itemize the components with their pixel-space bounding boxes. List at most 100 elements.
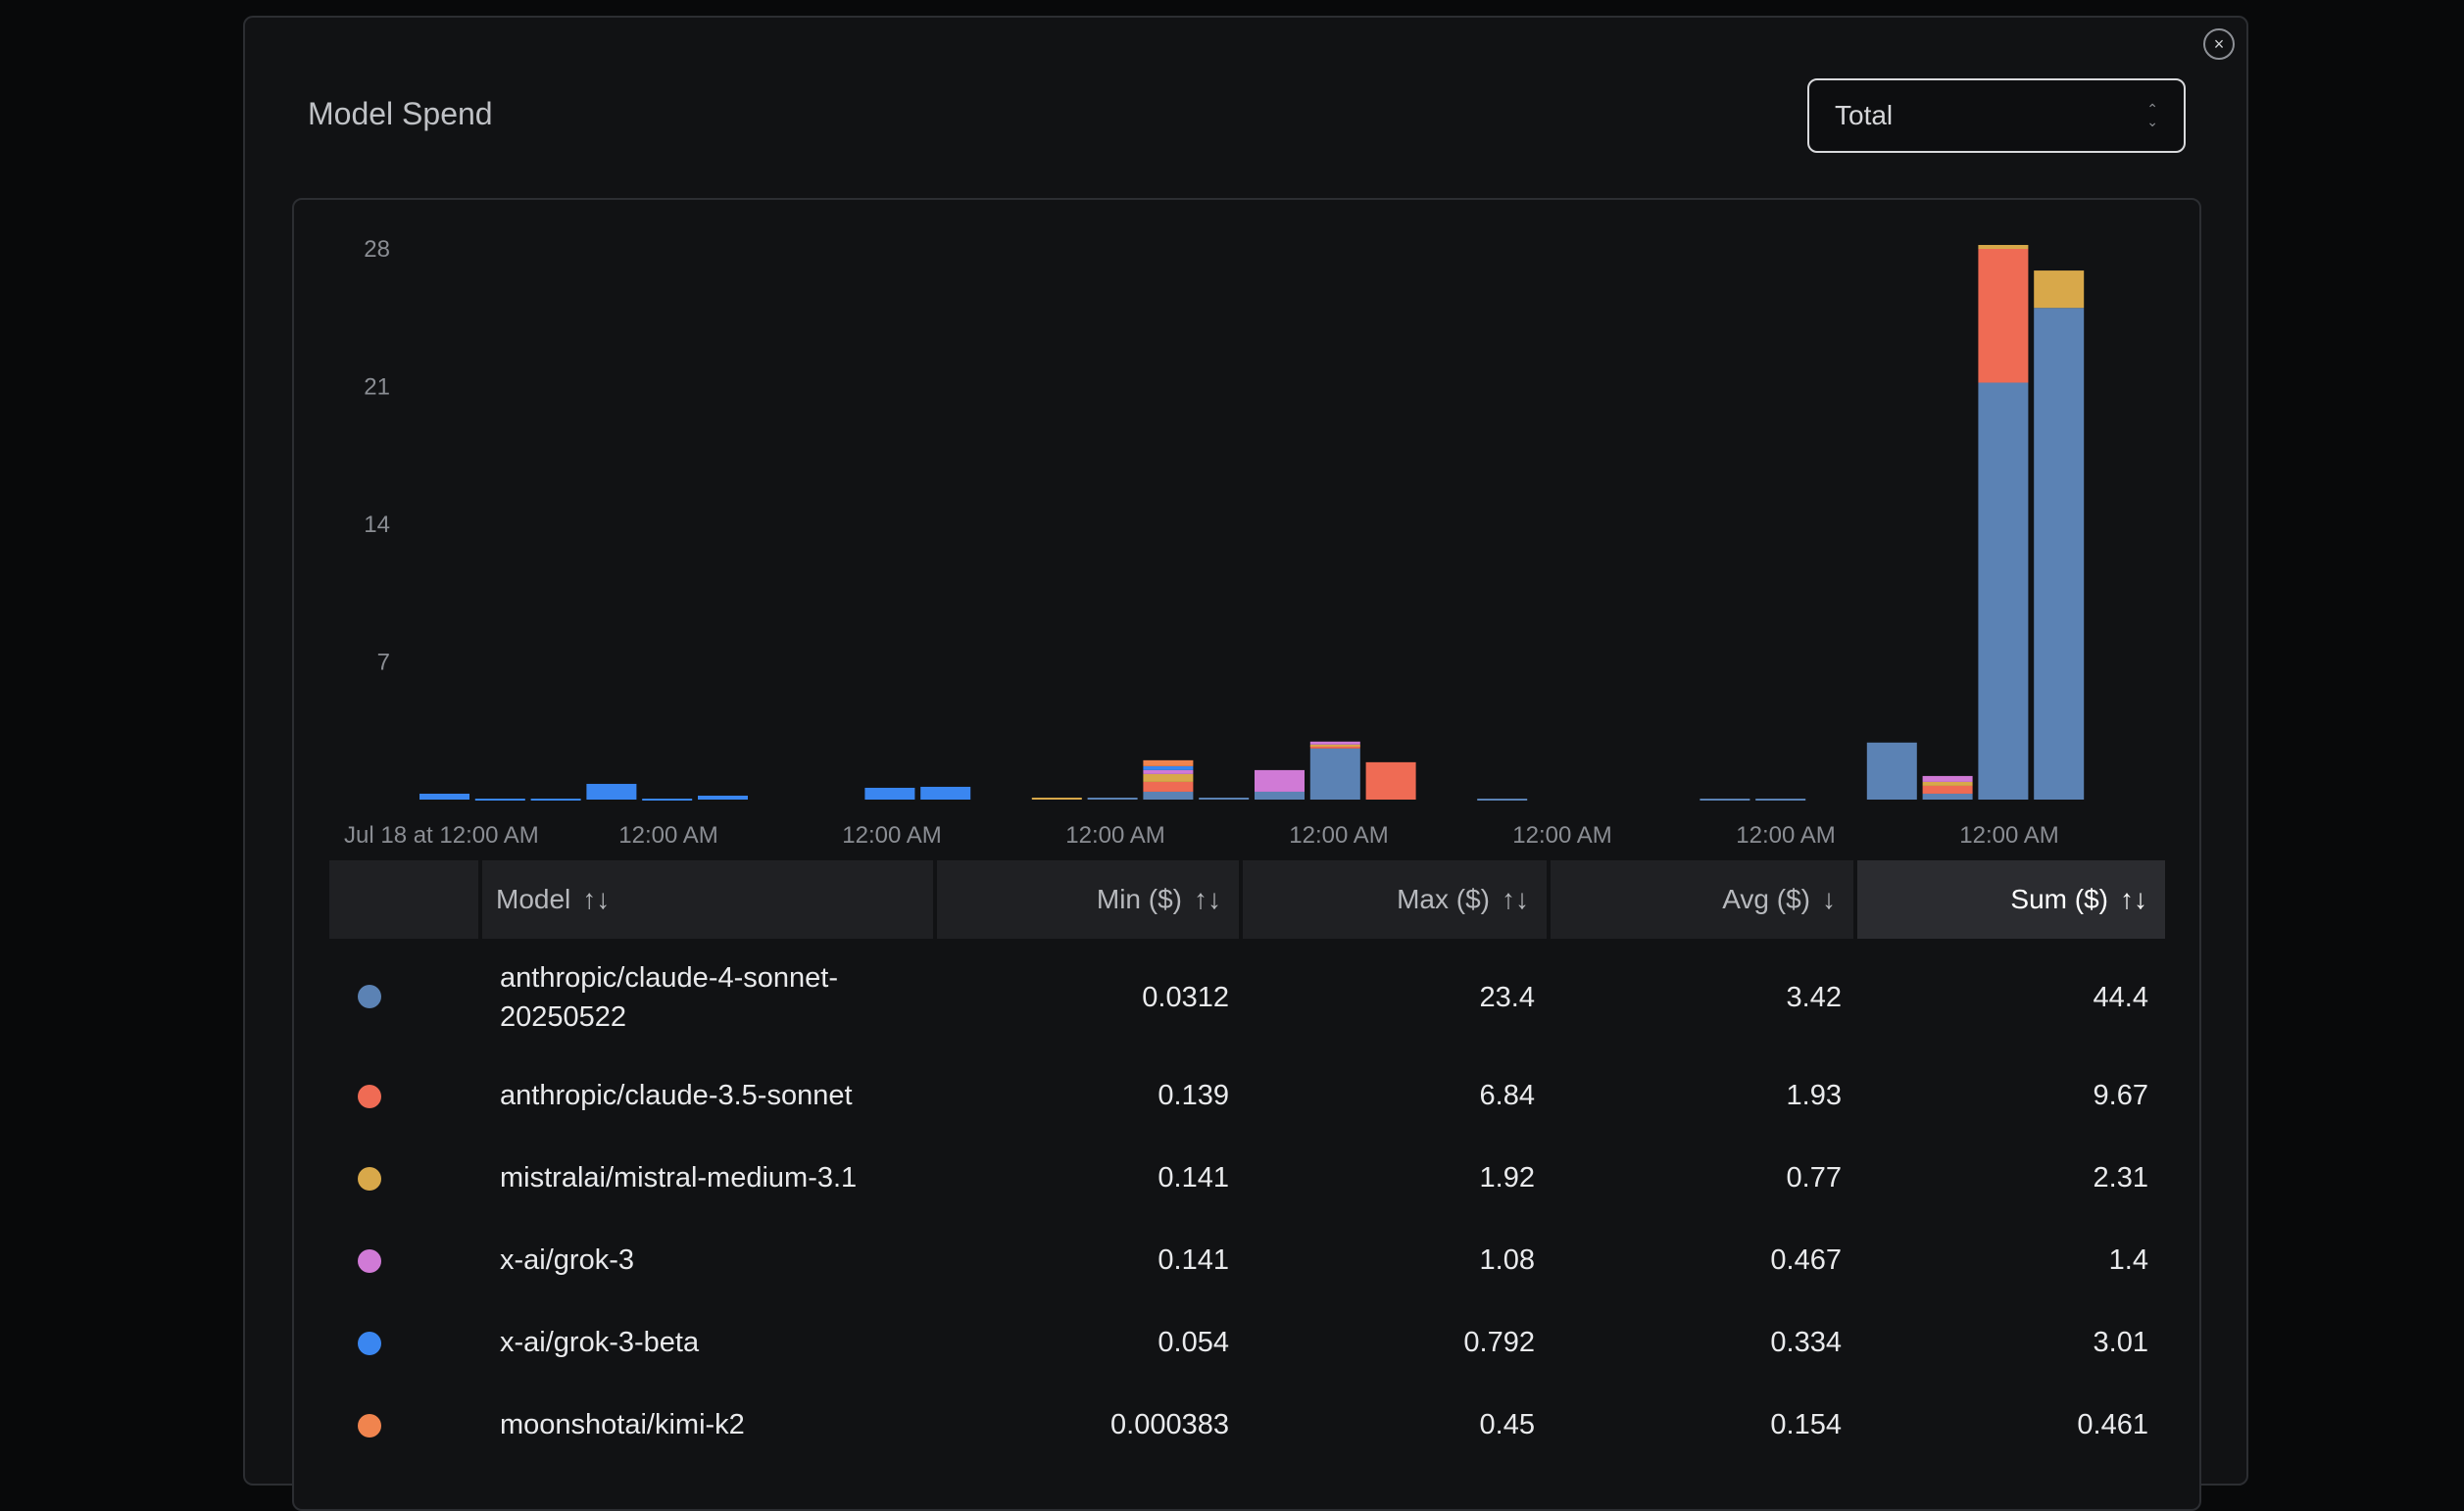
bar-segment[interactable] bbox=[530, 798, 581, 801]
bar-segment[interactable] bbox=[1143, 781, 1194, 792]
column-header-min[interactable]: Min ($) ↑↓ bbox=[937, 860, 1239, 939]
column-header-sum[interactable]: Sum ($) ↑↓ bbox=[1857, 860, 2165, 939]
bar-segment[interactable] bbox=[1309, 748, 1360, 800]
cell-sum: 2.31 bbox=[2093, 1161, 2148, 1194]
cell-max: 23.4 bbox=[1479, 981, 1535, 1013]
column-header-avg-label: Avg ($) bbox=[1722, 884, 1810, 914]
sort-icon[interactable]: ↑↓ bbox=[1194, 884, 1221, 914]
bar-segment[interactable] bbox=[586, 783, 637, 800]
column-header-sum-label: Sum ($) bbox=[2010, 884, 2108, 914]
bar-segment[interactable] bbox=[1199, 797, 1250, 800]
cell-avg: 3.42 bbox=[1786, 981, 1842, 1013]
bar-segment[interactable] bbox=[1087, 797, 1138, 800]
page-title: Model Spend bbox=[308, 96, 493, 131]
aggregation-select[interactable]: Total ⌃ ⌄ bbox=[1807, 78, 2186, 153]
bar-segment[interactable] bbox=[419, 793, 469, 800]
series-color-dot bbox=[358, 1249, 381, 1273]
x-tick-label: 12:00 AM bbox=[1512, 822, 1611, 849]
series-color-dot bbox=[358, 985, 381, 1008]
series-color-dot bbox=[358, 1414, 381, 1438]
table-row[interactable]: anthropic/claude-4-sonnet-20250522 0.0312… bbox=[329, 958, 2165, 1037]
model-name: x-ai/grok-3-beta bbox=[500, 1327, 700, 1358]
y-tick-label: 28 bbox=[364, 236, 390, 263]
bar-segment[interactable] bbox=[2034, 270, 2085, 309]
y-tick-label: 7 bbox=[377, 650, 390, 676]
bar-segment[interactable] bbox=[1755, 798, 1806, 801]
bar-segment[interactable] bbox=[1978, 249, 2029, 383]
bar-segment[interactable] bbox=[1922, 781, 1973, 786]
bar-segment[interactable] bbox=[1978, 382, 2029, 800]
x-tick-label: 12:00 AM bbox=[1065, 822, 1164, 849]
aggregation-select-value: Total bbox=[1835, 100, 1894, 130]
bar-segment[interactable] bbox=[1309, 744, 1360, 747]
bar-segment[interactable] bbox=[1143, 773, 1194, 782]
table-row[interactable]: mistralai/mistral-medium-3.1 0.141 1.92 0.7… bbox=[329, 1137, 2165, 1219]
bar-segment[interactable] bbox=[1143, 769, 1194, 774]
bar-segment[interactable] bbox=[1922, 793, 1973, 800]
cell-sum: 0.461 bbox=[2077, 1408, 2148, 1440]
x-tick-label: 12:00 AM bbox=[618, 822, 717, 849]
cell-max: 1.08 bbox=[1479, 1243, 1535, 1276]
bar-segment[interactable] bbox=[698, 795, 748, 800]
column-header-avg[interactable]: Avg ($) ↓ bbox=[1551, 860, 1853, 939]
cell-min: 0.000383 bbox=[1110, 1408, 1229, 1440]
bar-segment[interactable] bbox=[920, 786, 971, 800]
bar-segment[interactable] bbox=[1143, 765, 1194, 770]
model-name: anthropic/claude-4-sonnet-20250522 bbox=[500, 962, 838, 1033]
model-name: moonshotai/kimi-k2 bbox=[500, 1409, 745, 1440]
sort-icon[interactable]: ↑↓ bbox=[582, 884, 611, 914]
close-icon[interactable]: × bbox=[2203, 28, 2235, 60]
column-header-max-label: Max ($) bbox=[1397, 884, 1490, 914]
model-name: anthropic/claude-3.5-sonnet bbox=[500, 1080, 853, 1111]
x-tick-label: 12:00 AM bbox=[1289, 822, 1388, 849]
bar-segment[interactable] bbox=[1309, 745, 1360, 749]
bar-segment[interactable] bbox=[1255, 791, 1305, 800]
sort-icon[interactable]: ↑↓ bbox=[1502, 884, 1529, 914]
table-row[interactable]: anthropic/claude-3.5-sonnet 0.139 6.84 1.93… bbox=[329, 1054, 2165, 1137]
model-name: x-ai/grok-3 bbox=[500, 1244, 634, 1276]
x-tick-label: 12:00 AM bbox=[842, 822, 941, 849]
cell-max: 6.84 bbox=[1479, 1079, 1535, 1111]
bar-segment[interactable] bbox=[2034, 308, 2085, 800]
column-header-min-label: Min ($) bbox=[1096, 884, 1182, 914]
bar-segment[interactable] bbox=[864, 787, 915, 800]
bar-segment[interactable] bbox=[1031, 797, 1082, 800]
table-row[interactable]: x-ai/grok-3 0.141 1.08 0.467 1.4 bbox=[329, 1219, 2165, 1301]
bar-segment[interactable] bbox=[1922, 785, 1973, 794]
column-header-model-label: Model bbox=[496, 884, 571, 914]
x-tick-label: Jul 18 at 12:00 AM bbox=[344, 822, 539, 849]
bar-segment[interactable] bbox=[1700, 798, 1750, 801]
column-header-color bbox=[329, 860, 478, 939]
bar-segment[interactable] bbox=[1978, 244, 2029, 249]
bar-segment[interactable] bbox=[1477, 798, 1528, 801]
cell-sum: 3.01 bbox=[2093, 1326, 2148, 1358]
cell-min: 0.0312 bbox=[1142, 981, 1229, 1013]
cell-sum: 1.4 bbox=[2108, 1243, 2148, 1276]
series-color-dot bbox=[358, 1085, 381, 1108]
bar-segment[interactable] bbox=[642, 798, 693, 801]
bar-segment[interactable] bbox=[1143, 791, 1194, 800]
table-row[interactable]: moonshotai/kimi-k2 0.000383 0.45 0.154 0.461 bbox=[329, 1384, 2165, 1466]
table-header: Model ↑↓ Min ($) ↑↓ Max ($) ↑↓ Avg ($) ↓… bbox=[329, 860, 2165, 939]
sort-down-icon[interactable]: ↓ bbox=[1822, 884, 1836, 914]
bar-segment[interactable] bbox=[1309, 741, 1360, 745]
bar-segment[interactable] bbox=[1866, 742, 1917, 800]
column-header-model[interactable]: Model ↑↓ bbox=[482, 860, 933, 939]
bar-segment[interactable] bbox=[1922, 775, 1973, 782]
bar-segment[interactable] bbox=[1143, 759, 1194, 766]
sort-icon[interactable]: ↑↓ bbox=[2120, 884, 2147, 914]
cell-max: 0.792 bbox=[1463, 1326, 1535, 1358]
cell-min: 0.054 bbox=[1158, 1326, 1229, 1358]
column-header-max[interactable]: Max ($) ↑↓ bbox=[1243, 860, 1547, 939]
model-name: mistralai/mistral-medium-3.1 bbox=[500, 1162, 858, 1194]
cell-max: 0.45 bbox=[1479, 1408, 1535, 1440]
cell-min: 0.141 bbox=[1158, 1243, 1229, 1276]
cell-min: 0.141 bbox=[1158, 1161, 1229, 1194]
cell-max: 1.92 bbox=[1479, 1161, 1535, 1194]
x-tick-label: 12:00 AM bbox=[1959, 822, 2058, 849]
cell-avg: 0.467 bbox=[1770, 1243, 1842, 1276]
table-row[interactable]: x-ai/grok-3-beta 0.054 0.792 0.334 3.01 bbox=[329, 1301, 2165, 1384]
bar-segment[interactable] bbox=[1255, 769, 1305, 792]
bar-segment[interactable] bbox=[474, 798, 525, 801]
bar-segment[interactable] bbox=[1365, 761, 1416, 800]
